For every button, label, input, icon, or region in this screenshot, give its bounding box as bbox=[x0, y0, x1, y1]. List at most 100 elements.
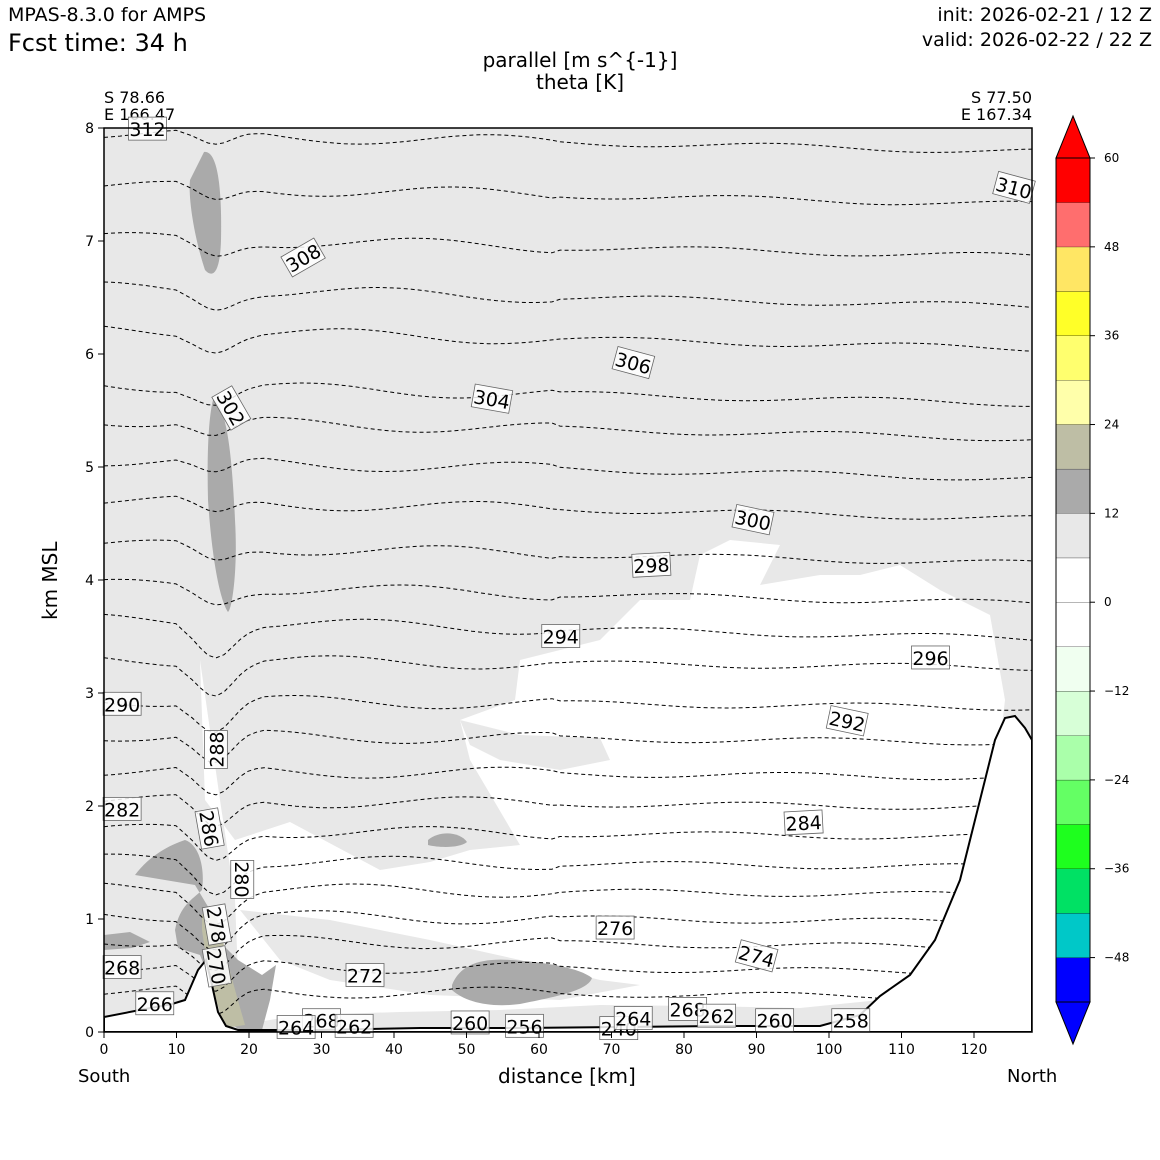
strong-wind-core-upper bbox=[189, 151, 222, 274]
theta-label-text: 262 bbox=[698, 1006, 734, 1028]
y-tick-label: 3 bbox=[85, 686, 94, 702]
x-tick-label: 120 bbox=[961, 1042, 988, 1058]
theta-label: 276 bbox=[595, 915, 635, 940]
theta-label: 258 bbox=[831, 1008, 871, 1033]
theta-label: 272 bbox=[345, 963, 385, 988]
theta-label-box bbox=[734, 939, 779, 973]
colorbar-tick-label: −36 bbox=[1104, 862, 1129, 876]
theta-label-box bbox=[613, 1006, 653, 1030]
theta-label-text: 258 bbox=[833, 1011, 869, 1033]
colorbar-segment bbox=[1056, 735, 1090, 780]
x-tick-label: 80 bbox=[675, 1042, 693, 1058]
strong-wind-patch-left-edge bbox=[104, 932, 150, 950]
y-tick-label: 2 bbox=[85, 799, 94, 815]
y-tick-label: 5 bbox=[85, 460, 94, 476]
colorbar-segment bbox=[1056, 335, 1090, 381]
theta-label-text: 296 bbox=[912, 648, 948, 670]
isentrope-line bbox=[104, 694, 1032, 733]
x-tick-label: 30 bbox=[313, 1042, 331, 1058]
theta-label-box bbox=[595, 915, 635, 940]
colorbar-segment bbox=[1056, 957, 1090, 1002]
theta-label-box bbox=[345, 963, 385, 987]
theta-label: 284 bbox=[783, 809, 824, 836]
isentrope-line bbox=[104, 613, 1032, 659]
x-axis-ticks: 0 10 20 30 40 50 60 70 80 90 100 110 120 bbox=[100, 1032, 988, 1058]
isentrope-line bbox=[104, 495, 1032, 520]
isentrope-line bbox=[104, 325, 1032, 354]
x-tick-label: 20 bbox=[240, 1042, 258, 1058]
theta-label-text: 266 bbox=[137, 994, 173, 1016]
x-tick-label: 70 bbox=[603, 1042, 621, 1058]
south-label: South bbox=[78, 1066, 131, 1087]
theta-label: 296 bbox=[911, 645, 950, 670]
theta-label-text: 294 bbox=[543, 627, 579, 649]
isentrope-line bbox=[104, 457, 1032, 481]
theta-label-box bbox=[211, 385, 252, 431]
colorbar-segment bbox=[1056, 602, 1090, 647]
right-endpoint-lon: E 167.34 bbox=[960, 105, 1032, 124]
theta-label-text: 288 bbox=[206, 731, 228, 767]
theta-label-text: 268 bbox=[104, 958, 140, 980]
theta-label-box bbox=[631, 551, 672, 578]
y-tick-label: 0 bbox=[85, 1025, 94, 1041]
theta-label-box bbox=[731, 503, 775, 536]
isentrope-line bbox=[104, 416, 1032, 442]
colorbar-segment bbox=[1056, 913, 1090, 958]
right-endpoint-lat: S 77.50 bbox=[970, 88, 1032, 107]
isentrope-line bbox=[104, 129, 1032, 153]
theta-label: 292 bbox=[825, 705, 869, 737]
theta-label-text: 262 bbox=[336, 1016, 372, 1038]
theta-label-box bbox=[194, 807, 225, 850]
theta-label-text: 276 bbox=[597, 918, 633, 940]
theta-label: 260 bbox=[755, 1008, 795, 1033]
theta-label: 294 bbox=[541, 624, 581, 649]
x-tick-label: 40 bbox=[385, 1042, 403, 1058]
theta-label: 256 bbox=[505, 1013, 544, 1038]
theta-label: 290 bbox=[102, 691, 142, 716]
isentrope-line bbox=[104, 910, 1032, 951]
colorbar-tick-label: −24 bbox=[1104, 773, 1129, 787]
theta-label-box bbox=[280, 237, 326, 278]
colorbar-segment bbox=[1056, 202, 1090, 247]
x-tick-label: 60 bbox=[530, 1042, 548, 1058]
theta-label-box bbox=[102, 796, 142, 821]
colorbar-tick-label: −48 bbox=[1104, 951, 1129, 965]
weak-wind-region-lower bbox=[200, 540, 1005, 1025]
colorbar-segment bbox=[1056, 779, 1090, 825]
theta-label-box bbox=[230, 860, 255, 899]
x-tick-label: 100 bbox=[816, 1042, 843, 1058]
theta-label: 266 bbox=[135, 991, 175, 1016]
x-axis-label: distance [km] bbox=[498, 1064, 636, 1088]
theta-label: 288 bbox=[203, 730, 228, 769]
colorbar-frame bbox=[1055, 157, 1091, 1003]
theta-isentropes bbox=[104, 129, 1032, 1016]
isentrope-line bbox=[104, 729, 1032, 763]
theta-label-text: 280 bbox=[230, 861, 252, 897]
y-tick-label: 7 bbox=[85, 234, 94, 250]
theta-label: 298 bbox=[631, 551, 672, 578]
strong-wind-patch-lower-mid bbox=[452, 959, 592, 1006]
model-name: MPAS-8.3.0 for AMPS bbox=[8, 4, 207, 26]
left-endpoint-lat: S 78.66 bbox=[104, 88, 166, 107]
north-label: North bbox=[1007, 1066, 1058, 1087]
theta-label: 262 bbox=[697, 1003, 737, 1028]
theta-label: 262 bbox=[334, 1013, 374, 1038]
theta-label: 274 bbox=[734, 939, 779, 973]
valid-time: valid: 2026-02-22 / 22 Z bbox=[921, 29, 1152, 51]
isentrope-line bbox=[104, 794, 1032, 827]
strong-wind-patch-mid bbox=[428, 833, 467, 847]
theta-contour-labels: 3123103083063043023002982942962922902882… bbox=[102, 116, 1036, 1041]
right-endpoint: S 77.50 E 167.34 bbox=[961, 89, 1032, 123]
theta-label: 268 bbox=[102, 955, 142, 980]
isentrope-line bbox=[104, 766, 1032, 796]
isentrope-line bbox=[104, 180, 1032, 206]
theta-label-box bbox=[102, 691, 142, 716]
colorbar-tick-label: 12 bbox=[1104, 506, 1119, 520]
isentrope-line bbox=[104, 539, 1032, 564]
colorbar-segment bbox=[1056, 824, 1090, 869]
forecast-time: Fcst time: 34 h bbox=[8, 29, 188, 57]
y-tick-label: 6 bbox=[85, 347, 94, 363]
isentrope-line bbox=[104, 853, 1032, 896]
init-time: init: 2026-02-21 / 12 Z bbox=[937, 4, 1152, 26]
